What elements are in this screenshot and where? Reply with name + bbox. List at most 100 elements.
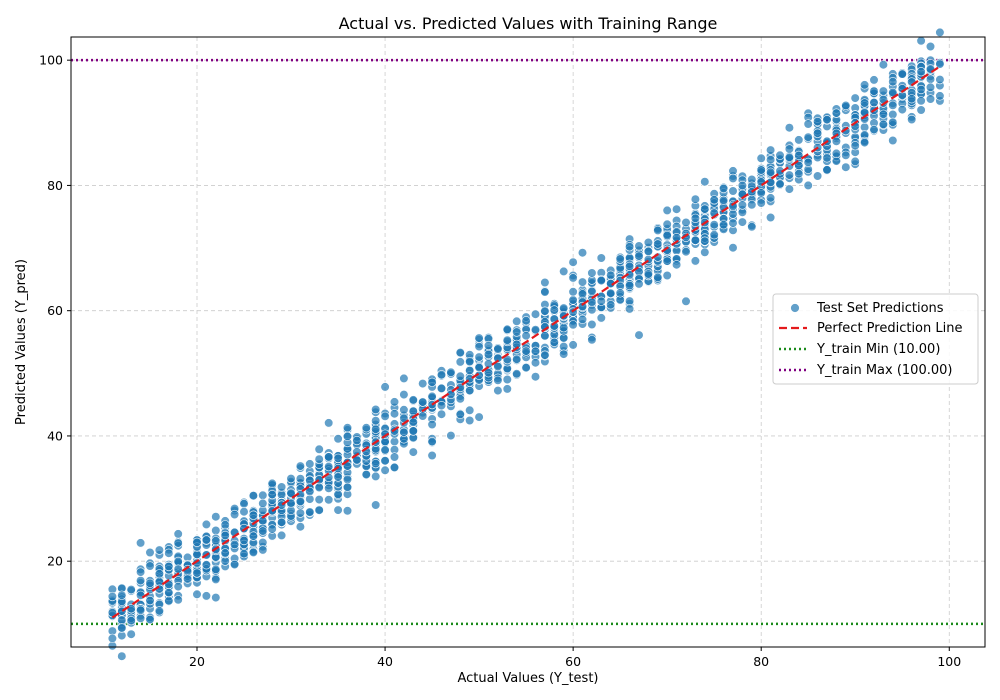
data-point	[624, 296, 635, 306]
data-point	[436, 401, 447, 411]
data-point	[380, 382, 390, 392]
data-point	[352, 435, 362, 446]
data-point	[502, 374, 512, 385]
y-axis-ticks: 20 40 60 80 100	[39, 53, 71, 569]
data-point	[136, 538, 146, 548]
data-point	[841, 100, 851, 111]
data-point	[540, 287, 550, 297]
legend-label-points: Test Set Predictions	[816, 301, 944, 316]
data-point	[653, 225, 663, 235]
data-point	[408, 395, 418, 405]
data-point	[512, 354, 522, 364]
data-point	[606, 270, 616, 280]
data-point	[765, 193, 776, 203]
data-point	[455, 371, 465, 381]
data-point	[540, 306, 550, 316]
data-point	[455, 357, 465, 367]
data-point	[859, 98, 870, 108]
data-point	[803, 132, 813, 142]
data-point	[831, 108, 842, 118]
data-point	[925, 64, 936, 74]
data-point	[700, 236, 710, 246]
data-point	[897, 104, 907, 115]
data-point	[465, 405, 475, 415]
data-point	[596, 313, 606, 323]
data-point	[145, 578, 155, 588]
data-point	[737, 180, 748, 191]
data-point	[671, 260, 682, 270]
data-point	[540, 350, 550, 360]
data-point	[380, 411, 390, 421]
data-point	[859, 138, 870, 148]
data-point	[399, 373, 409, 384]
data-point	[577, 248, 588, 258]
data-point	[136, 590, 146, 600]
data-point	[822, 114, 832, 125]
data-point	[201, 535, 211, 545]
data-point	[859, 122, 870, 132]
data-point	[841, 162, 851, 172]
data-point	[878, 109, 889, 119]
data-point	[897, 69, 907, 79]
data-point	[869, 97, 879, 108]
x-tick-label: 40	[377, 654, 393, 669]
data-point	[126, 584, 136, 595]
data-point	[230, 509, 240, 520]
data-point	[371, 500, 381, 510]
data-point	[709, 230, 719, 240]
data-point	[173, 529, 183, 539]
data-point	[747, 222, 757, 232]
data-point	[521, 331, 531, 341]
data-point	[371, 471, 381, 482]
data-points	[107, 27, 945, 661]
data-point	[333, 453, 343, 463]
data-point	[380, 456, 390, 466]
data-point	[220, 520, 230, 530]
data-point	[126, 604, 136, 614]
data-point	[352, 447, 362, 457]
data-point	[587, 319, 597, 330]
x-tick-label: 60	[565, 654, 581, 669]
data-point	[192, 589, 202, 599]
data-point	[869, 75, 879, 85]
data-point	[483, 349, 494, 360]
data-point	[286, 488, 296, 498]
data-point	[765, 145, 776, 155]
data-point	[239, 523, 249, 534]
data-point	[230, 559, 240, 570]
legend-label-train-max: Y_train Max (100.00)	[816, 363, 952, 378]
data-point	[427, 419, 437, 430]
data-point	[502, 384, 512, 394]
data-point	[211, 525, 221, 536]
data-point	[831, 156, 842, 166]
data-point	[521, 316, 531, 326]
data-point	[342, 423, 353, 433]
data-point	[925, 82, 936, 92]
x-tick-label: 20	[189, 654, 205, 669]
data-point	[502, 335, 512, 345]
legend-label-perfect-line: Perfect Prediction Line	[817, 321, 962, 336]
data-point	[812, 171, 823, 181]
data-point	[765, 167, 776, 177]
data-point	[258, 498, 268, 509]
data-point	[173, 595, 183, 605]
data-point	[690, 235, 701, 245]
data-point	[925, 41, 936, 52]
data-point	[718, 195, 729, 205]
data-point	[389, 437, 400, 447]
perfect-prediction-line	[111, 65, 941, 619]
data-point	[737, 217, 748, 227]
data-point	[775, 150, 785, 160]
data-point	[277, 490, 287, 500]
data-point	[530, 346, 541, 356]
data-point	[192, 568, 202, 578]
data-point	[408, 426, 418, 436]
data-point	[728, 209, 738, 219]
data-point	[577, 289, 588, 299]
data-point	[371, 424, 381, 434]
data-point	[888, 77, 898, 87]
data-point	[888, 117, 898, 127]
data-point	[183, 574, 193, 584]
training-range-lines	[71, 58, 985, 626]
